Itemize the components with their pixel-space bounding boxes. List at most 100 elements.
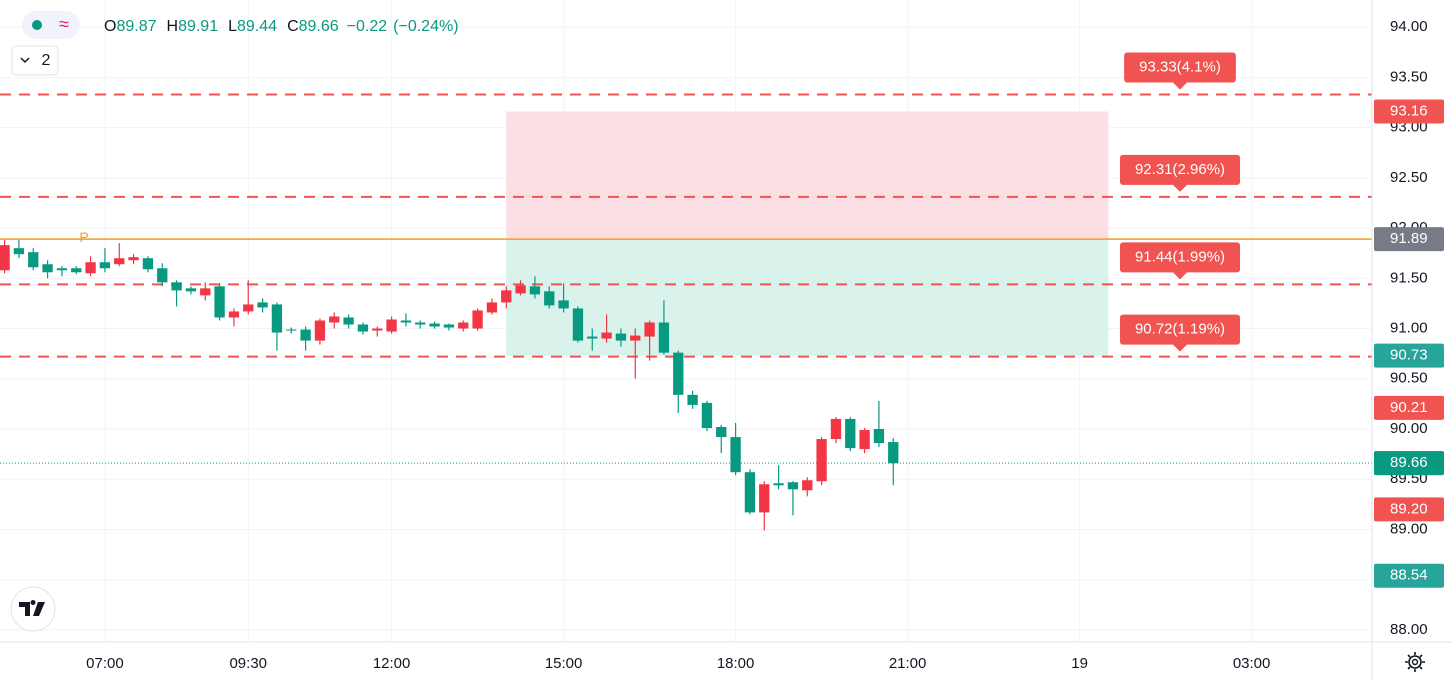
candle-body: [558, 300, 569, 309]
status-icon: ≈: [59, 14, 69, 34]
candle-body: [357, 324, 369, 332]
candle-body: [601, 332, 612, 339]
candle-body: [730, 437, 741, 473]
y-tick-label: 93.50: [1390, 68, 1428, 85]
candle-body: [859, 430, 870, 450]
x-tick-label: 03:00: [1233, 655, 1271, 672]
legend-key: H: [167, 18, 179, 35]
candle-body: [830, 418, 842, 440]
candle-body: [443, 324, 455, 328]
legend-value: 89.91: [178, 18, 218, 35]
price-badge-label: 88.54: [1390, 567, 1428, 584]
x-tick-label: 18:00: [717, 655, 755, 672]
legend: O89.87 H89.91 L89.44 C89.66 −0.22 (−0.24%): [104, 18, 459, 35]
candle-body: [142, 258, 154, 270]
candle-body: [0, 245, 10, 271]
pivot-label: P: [79, 229, 88, 245]
x-tick-label: 07:00: [86, 655, 124, 672]
candle-body: [701, 402, 713, 428]
candle-body: [587, 336, 598, 339]
risk-zone: [506, 111, 1109, 240]
target-label-bg: [1119, 154, 1241, 192]
chevron-icon: [20, 57, 30, 64]
target-label-bg: [1124, 52, 1236, 90]
interval-label: 2: [42, 52, 51, 69]
settings-icon[interactable]: [1405, 652, 1425, 672]
candle-body: [845, 418, 856, 449]
candle-body: [744, 472, 756, 513]
price-badge: [1374, 497, 1444, 522]
candle-body: [716, 426, 727, 438]
target-label: 93.33(4.1%): [1139, 58, 1221, 75]
y-tick-label: 88.00: [1390, 621, 1428, 638]
y-tick-label: 90.00: [1390, 420, 1428, 437]
price-badge-label: 89.20: [1390, 500, 1428, 517]
candle-body: [343, 317, 354, 325]
candle-body: [873, 429, 885, 444]
y-tick-label: 91.00: [1390, 320, 1428, 337]
candle-body: [802, 480, 813, 491]
plot: P: [0, 93, 1372, 531]
target-label: 92.31(2.96%): [1135, 161, 1225, 178]
gear-teeth: [1405, 652, 1425, 672]
candle-body: [888, 442, 899, 464]
candle-body: [544, 291, 555, 306]
x-tick-label: 19: [1071, 655, 1088, 672]
candle-body: [28, 252, 39, 268]
x-tick-label: 12:00: [373, 655, 411, 672]
candle-body: [386, 319, 397, 332]
candle-body: [56, 268, 68, 271]
candle-body: [472, 310, 483, 329]
target-label: 90.72(1.19%): [1135, 321, 1225, 338]
candle-body: [314, 320, 326, 341]
candle-body: [529, 286, 541, 295]
candle-body: [99, 262, 111, 269]
target-label-bg: [1119, 242, 1241, 280]
candle-body: [171, 282, 182, 291]
logo[interactable]: [10, 586, 56, 632]
price-badge-label: 89.66: [1390, 454, 1428, 471]
candle-body: [300, 329, 311, 341]
price-badge-label: 93.16: [1390, 102, 1428, 119]
y-tick-label: 89.00: [1390, 520, 1428, 537]
candle-body: [501, 290, 512, 303]
price-badge-label: 90.21: [1390, 399, 1428, 416]
candle-body: [71, 268, 82, 273]
candle-body: [673, 352, 684, 395]
candle-body: [486, 302, 498, 313]
price-badge: [1374, 451, 1444, 476]
candle-body: [630, 335, 641, 341]
y-tick-label: 90.50: [1390, 370, 1428, 387]
candle-body: [415, 322, 426, 325]
overlay: ≈ O89.87 H89.91 L89.44 C89.66 −0.22 (−0.24%) …: [10, 11, 1425, 672]
candle-body: [515, 285, 526, 294]
price-badge: [1374, 563, 1444, 588]
y-tick-label: 92.50: [1390, 169, 1428, 186]
y-tick-label: 91.50: [1390, 269, 1428, 286]
x-tick-label: 09:30: [229, 655, 267, 672]
candle-body: [200, 288, 211, 296]
candle-body: [42, 264, 53, 273]
candle-body: [114, 258, 125, 265]
legend-change-pct: (−0.24%): [393, 18, 458, 35]
candle-body: [372, 328, 383, 331]
legend-key: C: [287, 18, 299, 35]
logo-mark: [19, 600, 45, 616]
price-badge: [1374, 395, 1444, 420]
candle-body: [329, 316, 340, 323]
axes: 88.0088.5089.0089.5090.0090.5091.0091.50…: [86, 18, 1444, 672]
legend-value: 89.44: [237, 18, 277, 35]
candle-body: [243, 304, 254, 312]
x-tick-label: 15:00: [545, 655, 583, 672]
status-pill: [22, 11, 80, 39]
candle-body: [687, 394, 698, 405]
price-badge: [1374, 227, 1444, 252]
target-label: 91.44(1.99%): [1135, 248, 1225, 265]
candle-body: [257, 302, 268, 308]
y-tick-label: 94.00: [1390, 18, 1428, 35]
price-badge: [1374, 99, 1444, 124]
interval-button[interactable]: [11, 45, 59, 76]
status-dot: [32, 20, 42, 30]
candle-body: [400, 320, 412, 323]
x-tick-label: 21:00: [889, 655, 927, 672]
